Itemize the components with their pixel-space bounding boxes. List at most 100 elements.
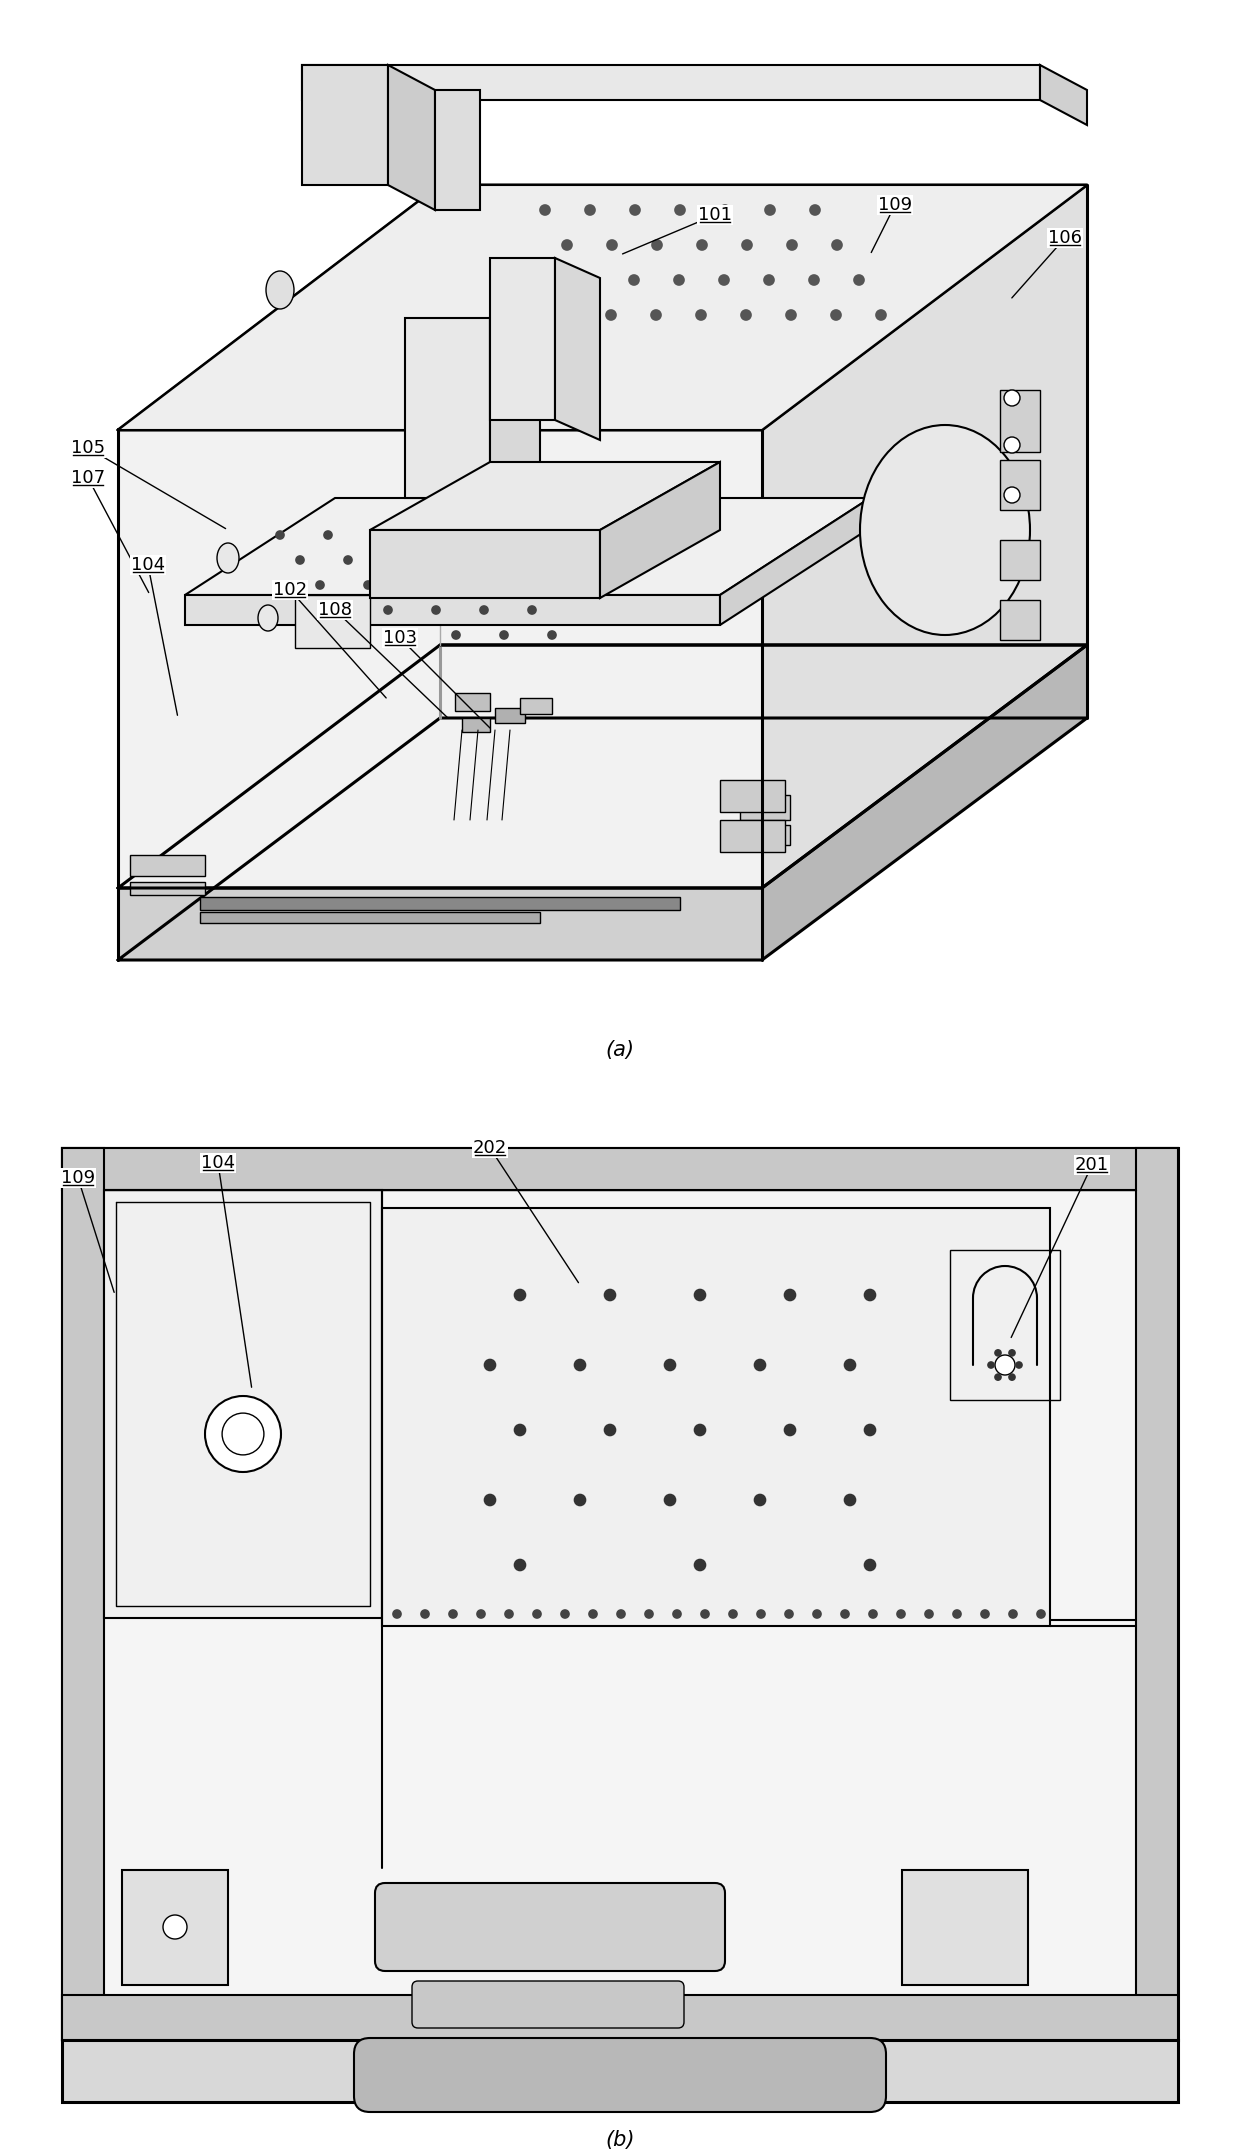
Circle shape: [665, 1496, 676, 1506]
Circle shape: [539, 205, 551, 216]
Circle shape: [694, 1424, 706, 1435]
Polygon shape: [999, 390, 1040, 453]
Circle shape: [651, 310, 661, 319]
Circle shape: [697, 239, 707, 250]
Circle shape: [785, 1424, 796, 1435]
Circle shape: [1004, 437, 1021, 453]
Polygon shape: [62, 1149, 1178, 1190]
Circle shape: [696, 310, 706, 319]
Circle shape: [1016, 1362, 1022, 1368]
Circle shape: [515, 1560, 526, 1571]
Circle shape: [720, 205, 730, 216]
Circle shape: [754, 1360, 765, 1371]
Circle shape: [1004, 487, 1021, 502]
Text: 104: 104: [201, 1153, 236, 1172]
Circle shape: [864, 1424, 875, 1435]
Polygon shape: [370, 530, 600, 597]
Polygon shape: [130, 856, 205, 875]
Ellipse shape: [267, 272, 294, 308]
Circle shape: [988, 1362, 994, 1368]
Circle shape: [675, 205, 684, 216]
Circle shape: [316, 582, 324, 588]
Polygon shape: [763, 185, 1087, 888]
Polygon shape: [490, 319, 539, 517]
Polygon shape: [999, 459, 1040, 511]
Text: 107: 107: [71, 470, 105, 487]
Circle shape: [994, 1355, 1016, 1375]
Polygon shape: [763, 644, 1087, 959]
Circle shape: [605, 1289, 615, 1299]
Circle shape: [449, 1610, 458, 1618]
Circle shape: [618, 1610, 625, 1618]
Polygon shape: [382, 1209, 1050, 1627]
Circle shape: [605, 1424, 615, 1435]
Polygon shape: [740, 795, 790, 821]
Circle shape: [356, 631, 365, 640]
Circle shape: [205, 1396, 281, 1472]
Polygon shape: [185, 498, 870, 595]
Circle shape: [742, 239, 751, 250]
Polygon shape: [122, 1871, 228, 1985]
Circle shape: [652, 239, 662, 250]
Polygon shape: [62, 1149, 104, 2041]
Circle shape: [810, 205, 820, 216]
Circle shape: [562, 239, 572, 250]
Circle shape: [485, 1496, 496, 1506]
Circle shape: [875, 310, 887, 319]
Polygon shape: [556, 259, 600, 440]
Circle shape: [343, 556, 352, 565]
Text: 106: 106: [1048, 228, 1083, 248]
Circle shape: [500, 631, 508, 640]
Circle shape: [365, 582, 372, 588]
Circle shape: [754, 1496, 765, 1506]
Polygon shape: [1136, 1149, 1178, 2041]
Circle shape: [1009, 1349, 1016, 1355]
Polygon shape: [455, 694, 490, 711]
Circle shape: [584, 276, 594, 284]
FancyBboxPatch shape: [353, 2039, 887, 2112]
Circle shape: [585, 205, 595, 216]
Circle shape: [701, 1610, 709, 1618]
Polygon shape: [303, 65, 388, 185]
Circle shape: [528, 606, 536, 614]
Circle shape: [813, 1610, 821, 1618]
Circle shape: [222, 1414, 264, 1455]
Circle shape: [844, 1496, 856, 1506]
Polygon shape: [720, 780, 785, 812]
Circle shape: [954, 1610, 961, 1618]
Circle shape: [694, 1560, 706, 1571]
Circle shape: [729, 1610, 737, 1618]
Polygon shape: [388, 65, 435, 209]
Circle shape: [854, 276, 864, 284]
Circle shape: [869, 1610, 877, 1618]
Circle shape: [589, 1610, 596, 1618]
Polygon shape: [303, 65, 1040, 99]
Circle shape: [372, 530, 379, 539]
Polygon shape: [495, 709, 525, 722]
Circle shape: [606, 310, 616, 319]
Circle shape: [756, 1610, 765, 1618]
Circle shape: [453, 631, 460, 640]
Polygon shape: [295, 595, 370, 649]
Text: 109: 109: [61, 1168, 95, 1187]
Circle shape: [831, 310, 841, 319]
Ellipse shape: [861, 425, 1030, 636]
Polygon shape: [118, 185, 1087, 431]
Circle shape: [485, 1360, 496, 1371]
Circle shape: [645, 1610, 653, 1618]
Circle shape: [694, 1289, 706, 1299]
Polygon shape: [901, 1871, 1028, 1985]
Circle shape: [404, 631, 412, 640]
Circle shape: [719, 276, 729, 284]
FancyBboxPatch shape: [374, 1883, 725, 1972]
Circle shape: [787, 239, 797, 250]
Circle shape: [808, 276, 818, 284]
Circle shape: [994, 1375, 1001, 1379]
Circle shape: [1009, 1610, 1017, 1618]
Circle shape: [785, 1610, 794, 1618]
Circle shape: [467, 530, 476, 539]
Text: 109: 109: [878, 196, 913, 213]
Circle shape: [832, 239, 842, 250]
Circle shape: [508, 582, 516, 588]
Polygon shape: [720, 498, 870, 625]
